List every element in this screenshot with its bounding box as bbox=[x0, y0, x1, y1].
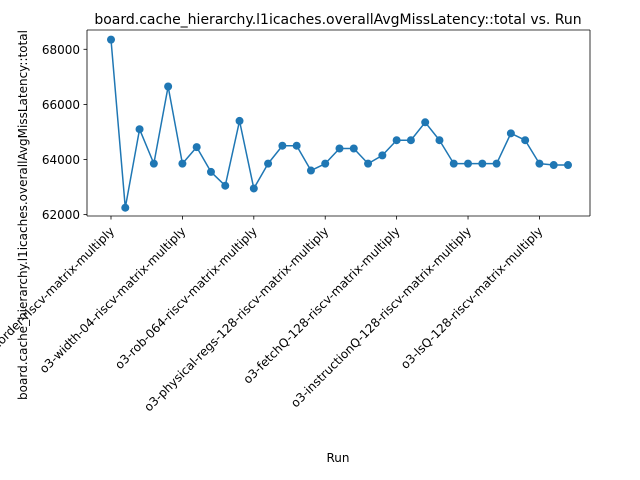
y-tick-label: 64000 bbox=[42, 153, 80, 167]
data-point bbox=[278, 141, 287, 150]
data-point bbox=[292, 141, 301, 150]
data-point bbox=[521, 136, 530, 145]
axes-background bbox=[87, 30, 590, 216]
data-point bbox=[392, 136, 401, 145]
data-point bbox=[121, 203, 130, 212]
data-point bbox=[349, 144, 358, 153]
data-point bbox=[321, 159, 330, 168]
y-tick-label: 62000 bbox=[42, 208, 80, 222]
data-point bbox=[135, 125, 144, 134]
data-point bbox=[406, 136, 415, 145]
data-point bbox=[464, 159, 473, 168]
x-axis-label: Run bbox=[326, 451, 349, 465]
data-point bbox=[107, 35, 115, 44]
data-point bbox=[206, 167, 215, 176]
data-point bbox=[221, 181, 230, 190]
y-tick-label: 68000 bbox=[42, 43, 80, 57]
data-point bbox=[306, 166, 315, 175]
data-point bbox=[421, 118, 430, 127]
y-tick-label: 66000 bbox=[42, 98, 80, 112]
data-point bbox=[178, 159, 187, 168]
data-point bbox=[149, 159, 158, 168]
data-point bbox=[364, 159, 373, 168]
data-point bbox=[564, 161, 572, 170]
data-point bbox=[506, 129, 515, 138]
data-point bbox=[492, 159, 501, 168]
data-point bbox=[235, 116, 244, 125]
chart-title: board.cache_hierarchy.l1icaches.overallA… bbox=[94, 12, 581, 28]
data-point bbox=[535, 159, 544, 168]
series-layer bbox=[107, 35, 572, 212]
data-point bbox=[478, 159, 487, 168]
data-point bbox=[192, 143, 201, 152]
data-point bbox=[435, 136, 444, 145]
data-point bbox=[335, 144, 344, 153]
data-point bbox=[549, 161, 558, 170]
data-point bbox=[449, 159, 458, 168]
plot-area bbox=[86, 29, 591, 217]
data-point bbox=[249, 184, 258, 193]
y-axis-label: board.cache_hierarchy.l1icaches.overallA… bbox=[16, 30, 30, 400]
data-point bbox=[164, 82, 173, 91]
y-axis: 62000 64000 66000 68000 bbox=[42, 43, 87, 222]
data-point bbox=[378, 151, 387, 160]
data-point bbox=[264, 159, 273, 168]
axes-spines bbox=[86, 29, 591, 217]
